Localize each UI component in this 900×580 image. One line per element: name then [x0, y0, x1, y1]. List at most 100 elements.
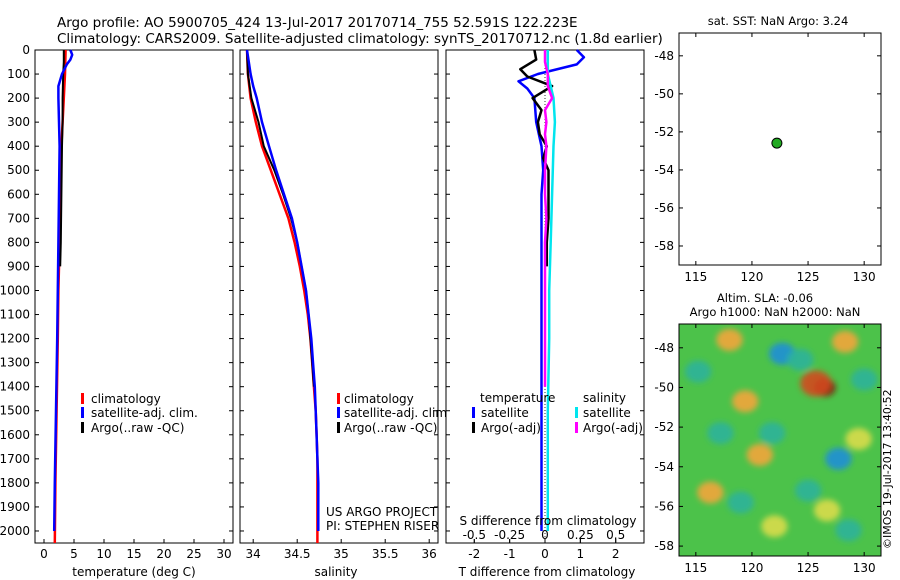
- legend-label-climatology: climatology: [344, 392, 414, 406]
- temperature-panel: 0100200300400500600700800900100011001200…: [0, 43, 234, 579]
- x-tick-label: 2: [612, 547, 620, 561]
- legend-label-argo: Argo(..raw -QC): [344, 421, 437, 435]
- map-y-tick-label: -56: [654, 499, 674, 513]
- temperature-x-axis: 0 5 10 15 20 25 30: [40, 539, 232, 561]
- legend-swatch-climatology: [81, 393, 84, 404]
- legend-label-satellite: satellite-adj. clim.: [91, 406, 198, 420]
- legend-label-climatology: climatology: [91, 392, 161, 406]
- sla-anomaly-blob: [746, 443, 773, 466]
- credit-project: US ARGO PROJECT: [326, 505, 438, 519]
- sla-anomaly-blob: [851, 368, 878, 391]
- salinity-panel: 34 34.5 35 35.5 36 salinity climatology sate…: [239, 49, 451, 579]
- map-x-tick-label: 115: [684, 561, 707, 575]
- sla-anomaly-blob: [835, 519, 862, 542]
- legend-label-argo: Argo(..raw -QC): [91, 421, 184, 435]
- depth-tick-label: 700: [7, 211, 30, 225]
- x-tick-label: 15: [126, 547, 141, 561]
- figure-title-line1: Argo profile: AO 5900705_424 13-Jul-2017…: [57, 15, 578, 31]
- map-x-tick-label: 130: [853, 561, 876, 575]
- x-tick-label: 0.25: [567, 528, 594, 542]
- salinity-x-axis: 34 34.5 35 35.5 36: [246, 539, 437, 561]
- sla-anomaly-blob: [684, 360, 712, 383]
- sst-map-title: sat. SST: NaN Argo: 3.24: [708, 14, 849, 28]
- legend-swatch-argo: [81, 422, 84, 433]
- depth-tick-label: 100: [7, 67, 30, 81]
- sla-map-frame: [678, 323, 882, 557]
- s-difference-axis-title: S difference from climatology: [460, 514, 637, 528]
- legend-label-t-satellite: satellite: [481, 406, 529, 420]
- salinity-plot-frame: [239, 49, 439, 544]
- sla-anomaly-blob: [794, 479, 822, 502]
- depth-tick-label: 900: [7, 259, 30, 273]
- map-x-tick-label: 125: [797, 270, 820, 284]
- imos-watermark: ©IMOS 19-Jul-2017 13:40:52: [881, 389, 894, 549]
- salinity-profile-lines: [245, 49, 320, 543]
- temperature-profile-lines: [52, 49, 74, 544]
- x-tick-label: 20: [156, 547, 171, 561]
- legend-swatch-argo: [337, 422, 340, 433]
- depth-tick-label: 1100: [0, 308, 30, 322]
- depth-tick-label: 1500: [0, 404, 30, 418]
- map-x-tick-label: 120: [740, 270, 763, 284]
- x-tick-label: 30: [216, 547, 231, 561]
- x-tick-label: -1: [504, 547, 516, 561]
- sst-map-panel: sat. SST: NaN Argo: 3.24 115 120 125 130 -48…: [654, 14, 882, 284]
- salinity-legend: climatology satellite-adj. clim. Argo(..…: [337, 392, 451, 435]
- legend-salinity-header: salinity: [583, 391, 626, 405]
- legend-label-s-argo: Argo(-adj): [583, 421, 643, 435]
- difference-depth-ticks: [446, 49, 644, 532]
- series-line-t-argo-adj-: [519, 49, 554, 267]
- series-line-s-argo-adj-: [543, 50, 554, 387]
- map-x-tick-label: 130: [853, 270, 876, 284]
- difference-panel: -2 -1 0 1 2 -0.5 -0.25 0 0.25 0.5 T difference f…: [445, 49, 645, 579]
- series-line-s-satellite: [546, 50, 557, 531]
- x-tick-label: 0.5: [606, 528, 625, 542]
- sla-anomaly-blob: [697, 481, 724, 504]
- temperature-legend: climatology satellite-adj. clim. Argo(..…: [81, 392, 198, 435]
- sst-map-frame: [678, 32, 882, 266]
- sla-map-axes: 115 120 125 130 -48 -50 -52 -54 -56 -58: [654, 324, 881, 575]
- depth-tick-label: 300: [7, 115, 30, 129]
- credit-pi: PI: STEPHEN RISER: [326, 519, 439, 533]
- x-tick-label: -0.5: [463, 528, 486, 542]
- depth-tick-label: 1800: [0, 476, 30, 490]
- sla-anomaly-blob: [761, 515, 788, 538]
- x-tick-label: 34.5: [284, 547, 311, 561]
- map-x-tick-label: 115: [684, 270, 707, 284]
- map-y-tick-label: -54: [654, 163, 674, 177]
- sla-anomaly-blob: [825, 447, 852, 470]
- salinity-depth-ticks: [240, 49, 438, 532]
- x-tick-label: 35: [334, 547, 349, 561]
- depth-tick-label: 800: [7, 235, 30, 249]
- x-tick-label: 35.5: [372, 547, 399, 561]
- sla-map-panel: Altim. SLA: -0.06 Argo h1000: NaN h2000:…: [654, 291, 882, 575]
- x-tick-label: 34: [246, 547, 261, 561]
- x-tick-label: -2: [468, 547, 480, 561]
- depth-tick-label: 200: [7, 91, 30, 105]
- depth-tick-label: 1000: [0, 283, 30, 297]
- sla-map-title-1: Altim. SLA: -0.06: [717, 291, 813, 305]
- x-tick-label: 0: [40, 547, 48, 561]
- difference-profile-lines: [517, 49, 586, 531]
- temperature-x-label: temperature (deg C): [72, 565, 195, 579]
- difference-legend: temperature salinity satellite Argo(-adj…: [472, 391, 643, 435]
- legend-label-t-argo: Argo(-adj): [481, 421, 541, 435]
- legend-label-satellite: satellite-adj. clim.: [344, 406, 451, 420]
- depth-tick-label: 500: [7, 163, 30, 177]
- depth-tick-label: 0: [22, 43, 30, 57]
- depth-tick-label: 1900: [0, 500, 30, 514]
- difference-x-label: T difference from climatology: [458, 565, 636, 579]
- legend-swatch-t-satellite: [472, 407, 475, 418]
- map-y-tick-label: -48: [654, 49, 674, 63]
- series-line-satellite-adj-clim-: [52, 49, 74, 532]
- depth-tick-label: 2000: [0, 524, 30, 538]
- legend-swatch-t-argo: [472, 422, 475, 433]
- sla-anomaly-blob: [831, 330, 859, 353]
- sst-map-axes: 115 120 125 130 -48 -50 -52 -54 -56 -58: [654, 33, 881, 284]
- depth-tick-label: 1600: [0, 428, 30, 442]
- depth-tick-label: 1700: [0, 452, 30, 466]
- legend-swatch-satellite: [337, 407, 340, 418]
- map-y-tick-label: -54: [654, 460, 674, 474]
- depth-tick-label: 1200: [0, 332, 30, 346]
